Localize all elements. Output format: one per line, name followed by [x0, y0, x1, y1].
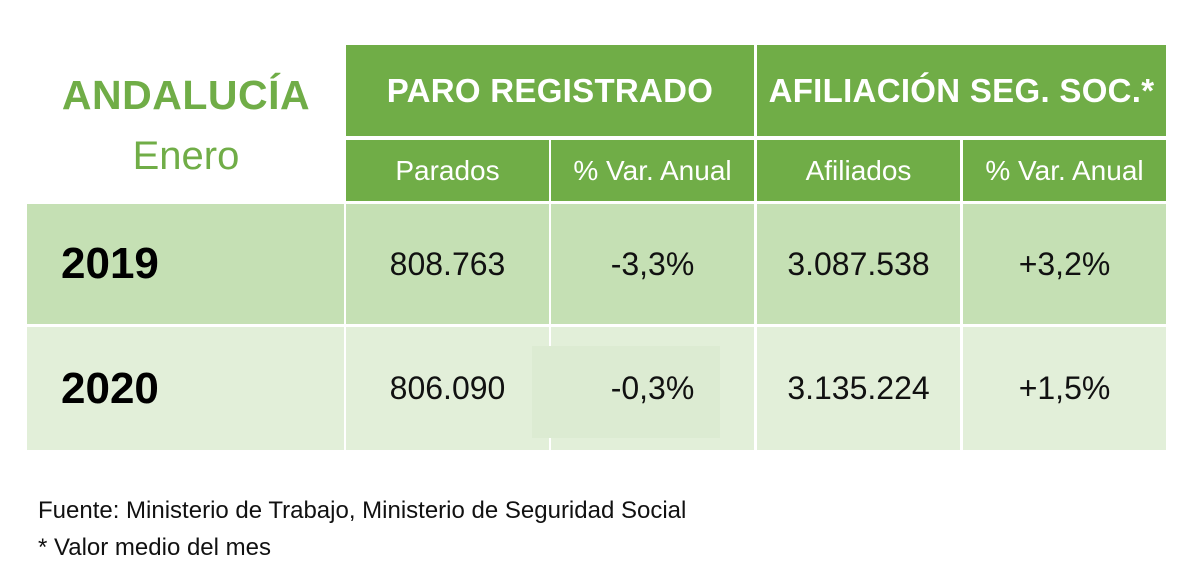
header-afiliacion-seg-soc: AFILIACIÓN SEG. SOC.* — [757, 45, 1166, 136]
header-paro-registrado: PARO REGISTRADO — [346, 45, 754, 136]
column-header-parados: Parados — [346, 140, 549, 201]
cell-var-paro: -0,3% — [610, 370, 695, 406]
cell-parados: 806.090 — [346, 327, 549, 450]
region-title: ANDALUCÍA — [61, 72, 311, 118]
row-year: 2019 — [27, 204, 344, 324]
asterisk-footnote: * Valor medio del mes — [38, 534, 271, 561]
column-header-var-paro: % Var. Anual — [551, 140, 754, 201]
column-header-afiliados: Afiliados — [757, 140, 960, 201]
cell-var-paro: -3,3% — [551, 204, 754, 324]
cell-parados: 808.763 — [346, 204, 549, 324]
cell-var-afiliacion: +1,5% — [963, 327, 1166, 450]
row-year: 2020 — [27, 327, 344, 450]
month-subtitle: Enero — [132, 134, 240, 178]
cell-var-afiliacion: +3,2% — [963, 204, 1166, 324]
column-header-var-afiliacion: % Var. Anual — [963, 140, 1166, 201]
cell-afiliados: 3.087.538 — [757, 204, 960, 324]
edit-patch — [532, 346, 720, 438]
source-footnote: Fuente: Ministerio de Trabajo, Ministeri… — [38, 497, 687, 524]
cell-afiliados: 3.135.224 — [757, 327, 960, 450]
